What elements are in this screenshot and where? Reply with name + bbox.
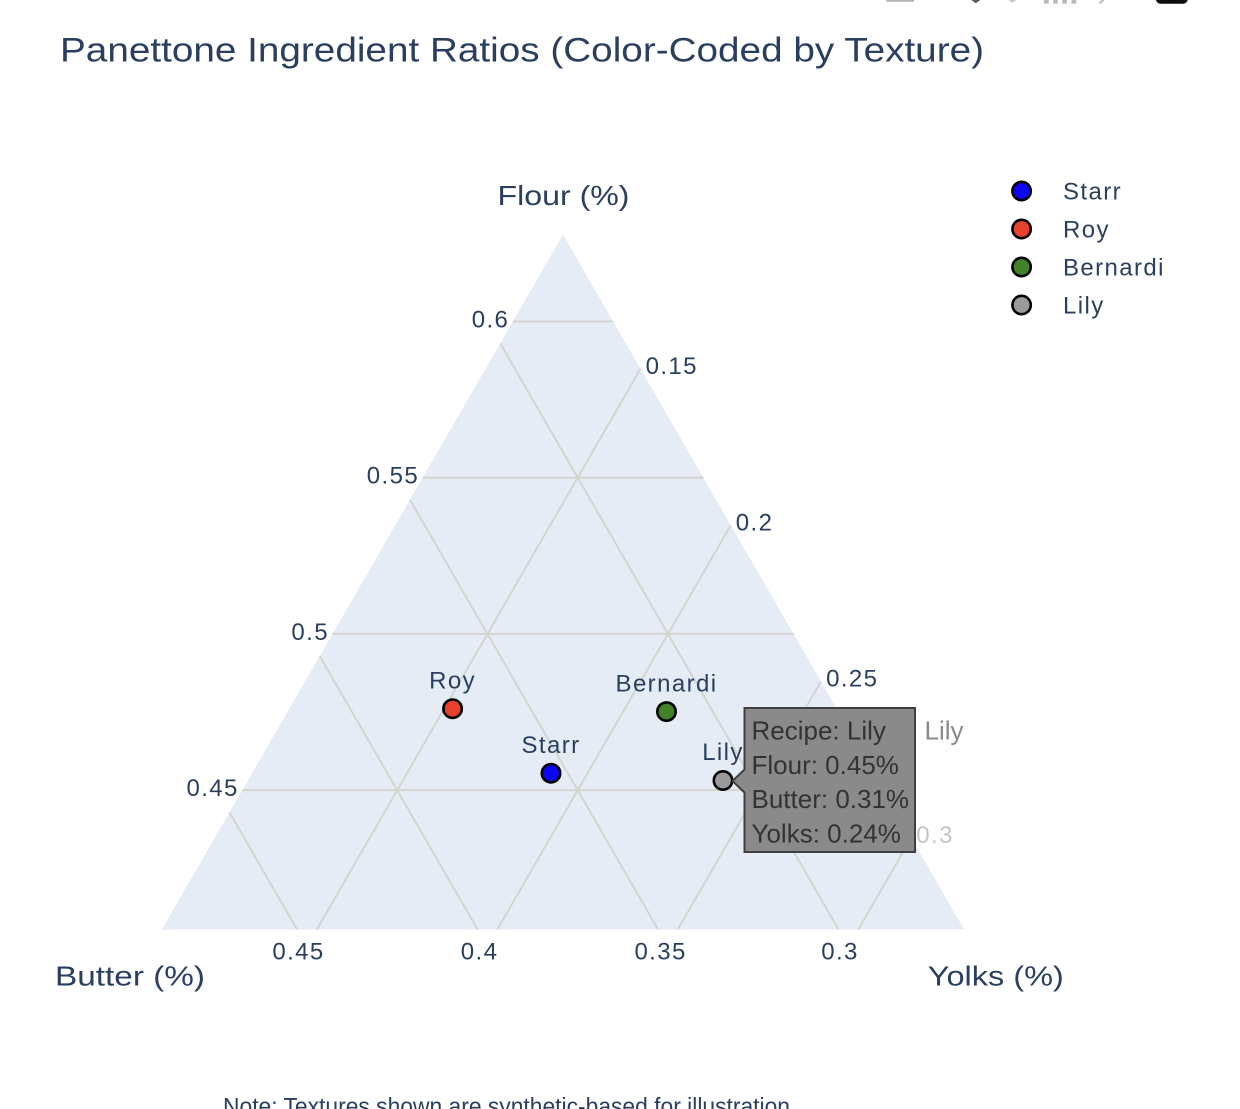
svg-text:Panettone Ingredient Ratios (C: Panettone Ingredient Ratios (Color-Coded… bbox=[60, 32, 984, 70]
svg-text:0.6: 0.6 bbox=[472, 307, 510, 334]
svg-text:0.4: 0.4 bbox=[461, 938, 499, 965]
svg-text:Note: Textures shown are synth: Note: Textures shown are synthetic-based… bbox=[223, 1094, 790, 1109]
svg-text:0.3: 0.3 bbox=[916, 822, 954, 849]
svg-text:Flour: 0.45%: Flour: 0.45% bbox=[752, 750, 899, 780]
svg-text:Lily: Lily bbox=[1063, 293, 1105, 320]
svg-text:Butter (%): Butter (%) bbox=[55, 960, 205, 991]
svg-text:Recipe: Lily: Recipe: Lily bbox=[752, 716, 886, 746]
svg-text:Roy: Roy bbox=[429, 667, 476, 694]
svg-text:0.55: 0.55 bbox=[367, 463, 419, 490]
svg-text:Bernardi: Bernardi bbox=[616, 670, 718, 697]
svg-text:Lily: Lily bbox=[925, 716, 964, 746]
svg-text:0.3: 0.3 bbox=[821, 938, 859, 965]
svg-text:Bernardi: Bernardi bbox=[1063, 255, 1165, 282]
svg-text:0.45: 0.45 bbox=[186, 775, 238, 802]
svg-text:0.5: 0.5 bbox=[291, 619, 329, 646]
svg-text:Roy: Roy bbox=[1063, 217, 1110, 244]
svg-text:0.2: 0.2 bbox=[736, 509, 774, 536]
svg-text:0.15: 0.15 bbox=[646, 353, 698, 380]
svg-text:Yolks (%): Yolks (%) bbox=[928, 960, 1064, 991]
svg-text:Yolks: 0.24%: Yolks: 0.24% bbox=[752, 818, 901, 848]
svg-text:0.45: 0.45 bbox=[272, 938, 324, 965]
svg-text:Lily: Lily bbox=[702, 739, 744, 766]
svg-text:Flour (%): Flour (%) bbox=[498, 180, 630, 211]
svg-text:Starr: Starr bbox=[521, 732, 580, 759]
svg-text:0.35: 0.35 bbox=[634, 938, 686, 965]
svg-text:0.25: 0.25 bbox=[826, 666, 878, 693]
svg-text:Butter: 0.31%: Butter: 0.31% bbox=[752, 784, 910, 814]
svg-text:Starr: Starr bbox=[1063, 179, 1122, 206]
